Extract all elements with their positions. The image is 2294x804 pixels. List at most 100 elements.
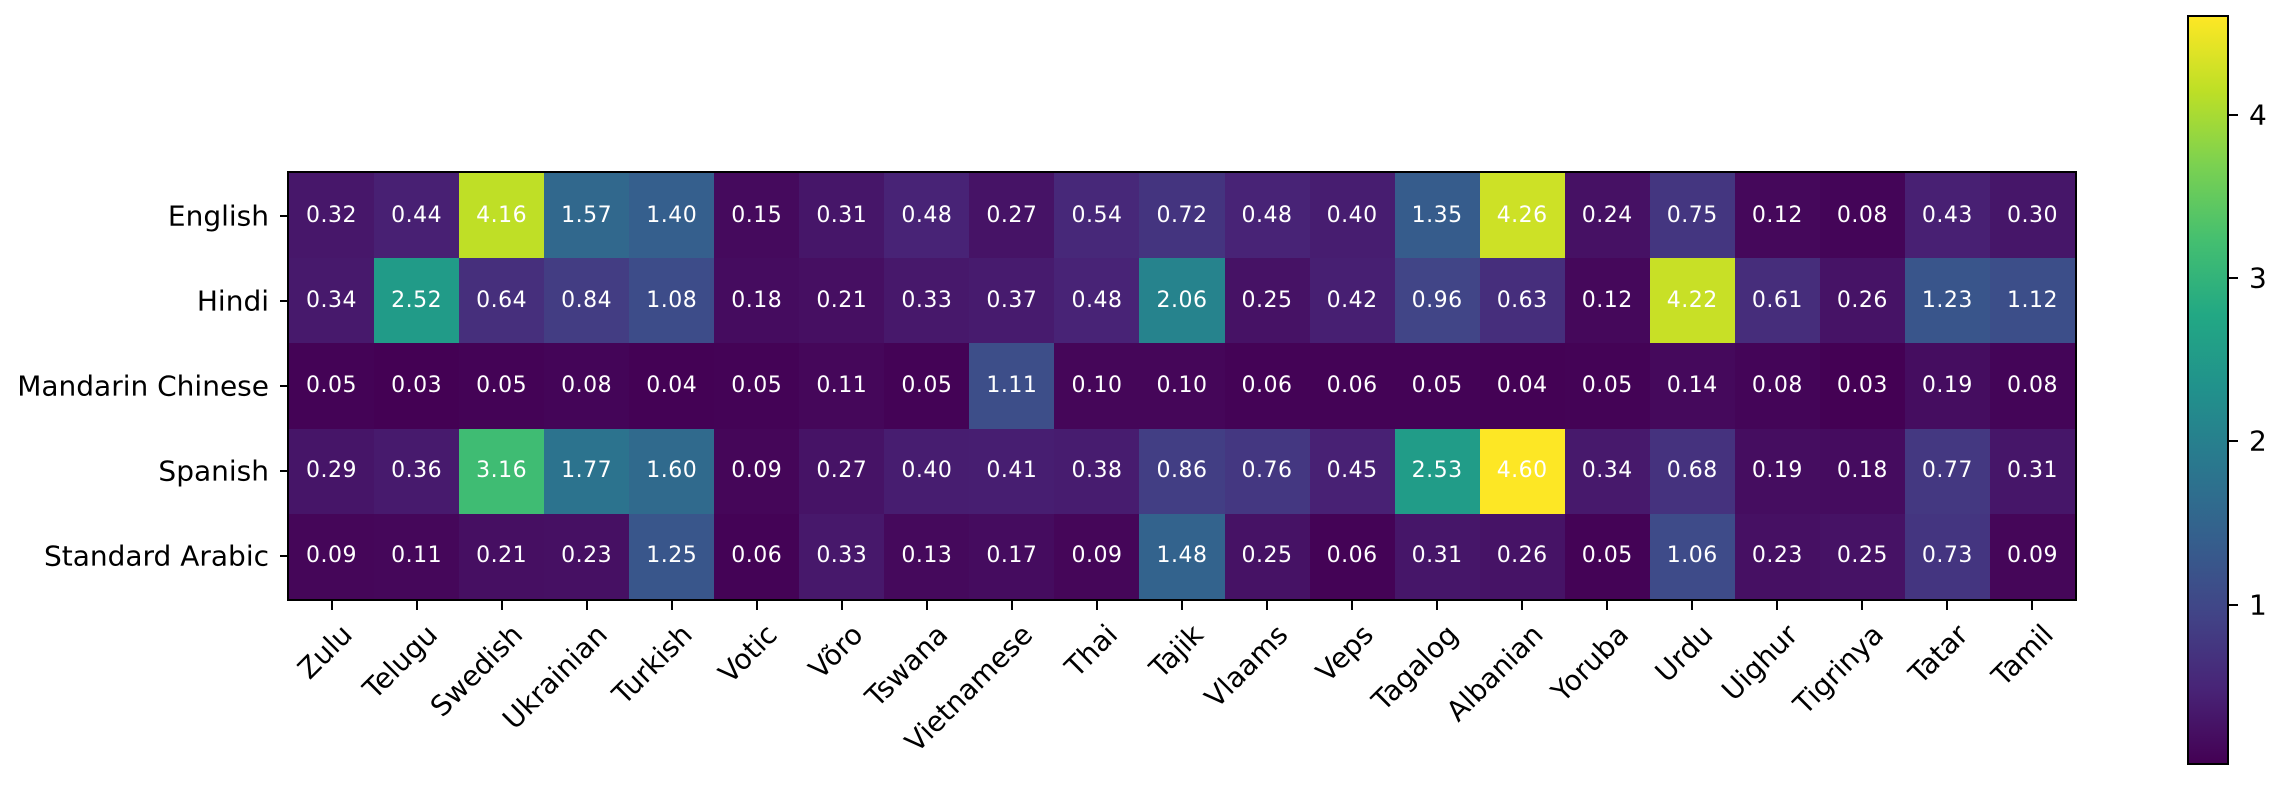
heatmap-cell: 0.34 bbox=[1564, 428, 1650, 514]
colorbar: 1 2 3 4 bbox=[2187, 15, 2267, 765]
heatmap-cell: 0.68 bbox=[1649, 428, 1735, 514]
heatmap-cell: 2.53 bbox=[1394, 428, 1480, 514]
heatmap-cell: 0.04 bbox=[629, 343, 715, 429]
heatmap-cell: 0.04 bbox=[1479, 343, 1565, 429]
heatmap-cell: 0.08 bbox=[544, 343, 630, 429]
y-tick bbox=[280, 385, 289, 387]
colorbar-tick-label: 1 bbox=[2249, 588, 2267, 622]
row-label: Mandarin Chinese bbox=[17, 369, 269, 403]
heatmap-cell: 1.25 bbox=[629, 513, 715, 599]
y-tick bbox=[280, 555, 289, 558]
y-tick bbox=[280, 214, 289, 217]
heatmap-cell: 0.61 bbox=[1734, 258, 1820, 344]
heatmap-cell: 0.11 bbox=[799, 343, 885, 429]
x-tick bbox=[1181, 601, 1183, 610]
heatmap-cell: 0.27 bbox=[969, 173, 1055, 259]
heatmap-cell: 0.06 bbox=[1224, 343, 1310, 429]
colorbar-tick bbox=[2229, 603, 2238, 606]
heatmap-cell: 0.05 bbox=[1564, 343, 1650, 429]
column-label-text: Veps bbox=[1309, 618, 1380, 689]
colorbar-tick-label: 2 bbox=[2249, 424, 2267, 458]
heatmap-cell: 0.29 bbox=[289, 428, 375, 514]
x-tick bbox=[1776, 601, 1779, 610]
column-label-text: Tajik bbox=[1142, 618, 1210, 685]
heatmap-cell: 1.57 bbox=[544, 173, 630, 259]
x-tick bbox=[925, 601, 928, 610]
heatmap-cell: 0.09 bbox=[1989, 513, 2075, 599]
heatmap-cell: 0.08 bbox=[1989, 343, 2075, 429]
heatmap-cell: 0.05 bbox=[289, 343, 375, 429]
heatmap-cell: 0.33 bbox=[884, 258, 970, 344]
heatmap-cell: 4.26 bbox=[1479, 173, 1565, 259]
heatmap-cell: 0.05 bbox=[459, 343, 545, 429]
heatmap-cell: 0.09 bbox=[289, 513, 375, 599]
x-tick bbox=[840, 601, 843, 610]
colorbar-tick-label: 3 bbox=[2249, 261, 2267, 295]
y-axis-labels: English Hindi Mandarin Chinese Spanish Stand… bbox=[0, 173, 289, 599]
heatmap-cell: 0.19 bbox=[1904, 343, 1990, 429]
colorbar-gradient bbox=[2189, 17, 2227, 763]
row-label: Standard Arabic bbox=[43, 539, 269, 573]
plot-area: 0.32 0.44 4.16 1.57 1.40 0.15 0.31 0.48 0.27 0.54… bbox=[287, 171, 2077, 601]
heatmap-cell: 0.08 bbox=[1819, 173, 1905, 259]
heatmap-cell: 0.31 bbox=[1394, 513, 1480, 599]
heatmap-cell: 0.36 bbox=[374, 428, 460, 514]
heatmap-cell: 0.63 bbox=[1479, 258, 1565, 344]
heatmap-cell: 1.40 bbox=[629, 173, 715, 259]
row-label: Hindi bbox=[196, 284, 269, 318]
heatmap-cell: 0.26 bbox=[1819, 258, 1905, 344]
heatmap-cell: 0.12 bbox=[1564, 258, 1650, 344]
heatmap-cell: 0.96 bbox=[1394, 258, 1480, 344]
heatmap-cell: 0.37 bbox=[969, 258, 1055, 344]
heatmap-cell: 1.60 bbox=[629, 428, 715, 514]
heatmap-cell: 0.08 bbox=[1734, 343, 1820, 429]
heatmap-cell: 0.09 bbox=[714, 428, 800, 514]
heatmap-cell: 0.25 bbox=[1224, 513, 1310, 599]
heatmap-cell: 0.44 bbox=[374, 173, 460, 259]
colorbar-tick-label: 4 bbox=[2249, 98, 2267, 132]
heatmap-cell: 0.34 bbox=[289, 258, 375, 344]
x-tick bbox=[1010, 601, 1013, 610]
colorbar-tick bbox=[2229, 277, 2238, 280]
heatmap-cell: 4.60 bbox=[1479, 428, 1565, 514]
x-tick bbox=[330, 601, 333, 610]
column-label-text: Votic bbox=[712, 618, 785, 690]
heatmap-cell: 0.77 bbox=[1904, 428, 1990, 514]
column-label-text: Turkish bbox=[606, 618, 700, 711]
heatmap-cell: 0.06 bbox=[1309, 343, 1395, 429]
row-label: Spanish bbox=[158, 454, 269, 488]
heatmap-cell: 0.54 bbox=[1054, 173, 1140, 259]
heatmap-cell: 2.06 bbox=[1139, 258, 1225, 344]
heatmap-cell: 3.16 bbox=[459, 428, 545, 514]
heatmap-cell: 0.40 bbox=[884, 428, 970, 514]
heatmap-cell: 0.10 bbox=[1054, 343, 1140, 429]
heatmap-cell: 0.05 bbox=[714, 343, 800, 429]
heatmap-cell: 0.32 bbox=[289, 173, 375, 259]
x-tick bbox=[1095, 601, 1098, 610]
x-tick bbox=[670, 601, 673, 610]
heatmap-cell: 0.03 bbox=[374, 343, 460, 429]
heatmap-cell: 0.48 bbox=[884, 173, 970, 259]
x-tick bbox=[1436, 601, 1439, 610]
x-tick bbox=[1351, 601, 1354, 610]
heatmap-cell: 0.48 bbox=[1224, 173, 1310, 259]
heatmap-cell: 1.12 bbox=[1989, 258, 2075, 344]
x-tick bbox=[1266, 601, 1269, 610]
heatmap-cell: 0.86 bbox=[1139, 428, 1225, 514]
column-label-text: Thai bbox=[1058, 618, 1125, 684]
heatmap-cell: 0.06 bbox=[714, 513, 800, 599]
heatmap-cell: 0.31 bbox=[1989, 428, 2075, 514]
heatmap-cell: 0.40 bbox=[1309, 173, 1395, 259]
heatmap-cell: 0.05 bbox=[884, 343, 970, 429]
heatmap-cell: 0.23 bbox=[1734, 513, 1820, 599]
x-tick bbox=[415, 601, 418, 610]
row-label: English bbox=[167, 199, 269, 233]
heatmap-cell: 0.21 bbox=[459, 513, 545, 599]
heatmap-cell: 0.72 bbox=[1139, 173, 1225, 259]
colorbar-tick bbox=[2229, 440, 2238, 443]
column-label-text: Urdu bbox=[1648, 618, 1720, 689]
heatmap-cell: 0.14 bbox=[1649, 343, 1735, 429]
heatmap-cell: 1.48 bbox=[1139, 513, 1225, 599]
column-label-text: Vlaams bbox=[1198, 618, 1295, 715]
